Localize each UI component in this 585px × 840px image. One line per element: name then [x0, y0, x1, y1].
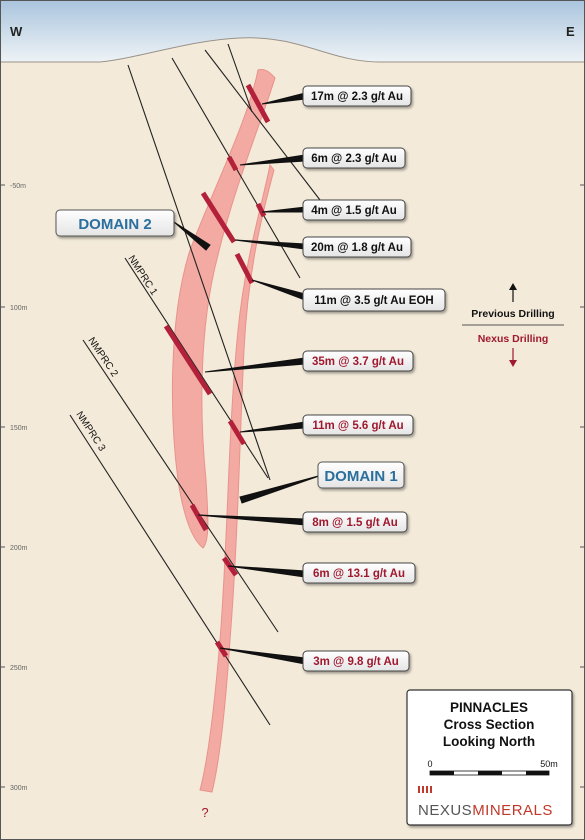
logo-part-1: NEXUS — [418, 802, 472, 819]
scale-bar-segment — [478, 771, 502, 775]
intercept-segment — [163, 324, 213, 396]
intercept-segment — [227, 419, 247, 446]
down-arrow-head-icon — [509, 360, 517, 367]
intercept-label: 17m @ 2.3 g/t Au — [311, 91, 403, 103]
previous-drill-trace — [127, 64, 271, 481]
scale-end-label: 50m — [540, 759, 558, 769]
title-box: PINNACLES Cross Section Looking North 0 … — [406, 689, 573, 826]
scale-bar-segment — [430, 771, 454, 775]
depth-scale — [0, 184, 585, 788]
previous-drill-trace — [204, 49, 321, 201]
intercept-box — [302, 414, 414, 436]
domain-1-pointer — [239, 474, 323, 504]
drilling-legend: Previous Drilling Nexus Drilling — [462, 283, 564, 367]
depth-label: -50m — [10, 183, 26, 190]
logo-part-2: MINERALS — [472, 802, 553, 819]
intercept-segment — [189, 503, 209, 532]
nexus-drill-trace-nmprc3 — [69, 414, 271, 726]
nexus-drilling-label: Nexus Drilling — [478, 333, 549, 345]
intercept-segment — [255, 202, 267, 218]
intercept-label: 6m @ 13.1 g/t Au — [313, 568, 405, 580]
title-box-frame — [406, 689, 573, 826]
intercept-label: 11m @ 3.5 g/t Au EOH — [314, 295, 433, 307]
title-line-1: PINNACLES — [450, 700, 528, 715]
domain-1-callout: DOMAIN 1 — [317, 461, 405, 489]
scale-start-label: 0 — [427, 759, 432, 769]
intercept-label: 6m @ 2.3 g/t Au — [311, 153, 397, 165]
domain-2-label: DOMAIN 2 — [78, 216, 151, 233]
intercept-box — [302, 147, 406, 169]
intercept-label: 8m @ 1.5 g/t Au — [312, 517, 398, 529]
domain-1-ore-body — [199, 163, 275, 793]
up-arrow-head-icon — [509, 283, 517, 290]
compass-west-label: W — [10, 24, 23, 39]
domain-1-box — [317, 461, 405, 489]
intercept-segment — [234, 252, 255, 285]
intercept-segment — [214, 640, 229, 658]
previous-drilling-label: Previous Drilling — [471, 308, 554, 320]
intercept-box — [302, 562, 416, 584]
domain-1-label: DOMAIN 1 — [324, 468, 397, 485]
intercept-box — [302, 85, 412, 107]
intercept-segments — [163, 83, 271, 658]
nexus-logo-mark-icon — [418, 786, 432, 793]
previous-drill-trace — [227, 43, 253, 113]
sky-band — [0, 0, 585, 62]
compass-east-label: E — [566, 24, 575, 39]
nexus-drill-trace-nmprc2 — [82, 339, 279, 633]
domain-2-pointer — [173, 221, 211, 251]
company-logo: NEXUSMINERALS — [418, 802, 553, 819]
unknown-extent-marker: ? — [201, 805, 208, 820]
intercept-segment — [226, 155, 239, 172]
intercept-segment — [245, 83, 271, 124]
domain-2-ore-body — [171, 69, 276, 549]
intercept-label: 20m @ 1.8 g/t Au — [311, 242, 403, 254]
intercept-box — [302, 350, 414, 372]
depth-label: 100m — [10, 305, 28, 312]
depth-label: 300m — [10, 785, 28, 792]
intercept-box — [302, 288, 446, 312]
ground-surface-line — [0, 37, 585, 63]
nexus-intercept-labels: 35m @ 3.7 g/t Au 11m @ 5.6 g/t Au 8m @ 1… — [302, 350, 416, 672]
scale-bar — [429, 770, 550, 776]
intercept-label: 11m @ 5.6 g/t Au — [312, 420, 403, 432]
depth-label: 250m — [10, 665, 28, 672]
intercept-box — [302, 511, 408, 533]
title-line-3: Looking North — [443, 734, 535, 749]
domain-2-box — [55, 209, 175, 237]
intercept-label: 35m @ 3.7 g/t Au — [312, 356, 404, 368]
intercept-label: 4m @ 1.5 g/t Au — [311, 205, 397, 217]
intercept-box — [302, 236, 412, 258]
intercept-label: 3m @ 9.8 g/t Au — [313, 656, 399, 668]
title-line-2: Cross Section — [444, 717, 535, 732]
domain-2-callout: DOMAIN 2 — [55, 209, 175, 237]
depth-label: 150m — [10, 425, 28, 432]
depth-label: 200m — [10, 545, 28, 552]
scale-bar-segment — [526, 771, 549, 775]
intercept-segment — [200, 191, 237, 244]
previous-intercept-labels: 17m @ 2.3 g/t Au 6m @ 2.3 g/t Au 4m @ 1.… — [302, 85, 446, 312]
intercept-box — [302, 199, 406, 221]
intercept-box — [302, 650, 410, 672]
